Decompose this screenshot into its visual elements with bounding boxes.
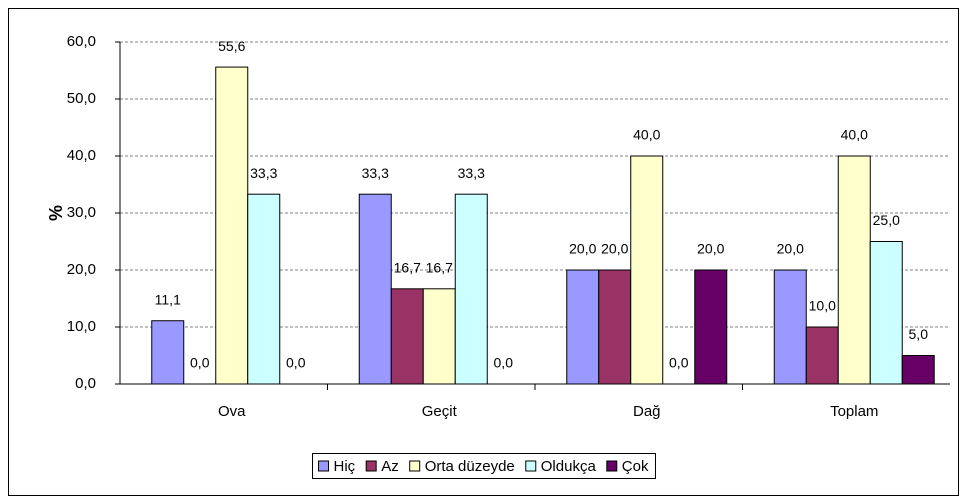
x-tick-label: Toplam <box>830 403 878 420</box>
legend: Hiç Az Orta düzeyde Oldukça Çok <box>312 453 656 479</box>
value-label: 16,7 <box>426 260 453 276</box>
legend-swatch <box>365 460 377 472</box>
y-axis-label: % <box>46 205 66 221</box>
value-label: 0,0 <box>286 355 306 371</box>
value-label: 20,0 <box>777 241 804 257</box>
bar <box>869 241 903 385</box>
y-tick-label: 0,0 <box>75 375 96 392</box>
bar <box>901 355 935 385</box>
legend-label: Az <box>381 458 399 475</box>
legend-swatch <box>318 460 330 472</box>
x-tick-label: Geçit <box>422 403 458 420</box>
y-tick-label: 20,0 <box>67 261 96 278</box>
y-tick-label: 10,0 <box>67 318 96 335</box>
value-label: 55,6 <box>218 38 245 54</box>
y-tick-label: 40,0 <box>67 147 96 164</box>
bar <box>598 269 632 385</box>
bar <box>151 320 185 385</box>
value-label: 33,3 <box>362 165 389 181</box>
value-label: 11,1 <box>155 291 181 307</box>
value-label: 5,0 <box>909 326 929 342</box>
bar <box>694 269 728 385</box>
legend-label: Çok <box>622 458 649 475</box>
x-tick-label: Ova <box>218 403 246 420</box>
bar <box>247 193 281 385</box>
legend-swatch <box>409 460 421 472</box>
bar <box>630 155 664 385</box>
value-label: 16,7 <box>394 260 421 276</box>
value-label: 40,0 <box>633 127 660 143</box>
bar <box>422 288 456 385</box>
bar <box>773 269 807 385</box>
legend-label: Oldukça <box>541 458 597 475</box>
legend-label: Orta düzeyde <box>425 458 515 475</box>
legend-swatch <box>606 460 618 472</box>
bar <box>215 66 249 385</box>
value-label: 33,3 <box>250 165 277 181</box>
legend-swatch <box>525 460 537 472</box>
value-label: 40,0 <box>841 127 868 143</box>
bar <box>454 193 488 385</box>
bar <box>358 193 392 385</box>
y-tick-label: 30,0 <box>67 204 96 221</box>
bar <box>837 155 871 385</box>
x-tick-label: Dağ <box>633 403 661 420</box>
value-label: 20,0 <box>601 241 628 257</box>
value-label: 20,0 <box>697 241 724 257</box>
value-label: 25,0 <box>873 212 900 228</box>
value-label: 20,0 <box>569 241 596 257</box>
value-label: 10,0 <box>809 298 836 314</box>
bar <box>390 288 424 385</box>
bar <box>566 269 600 385</box>
value-label: 0,0 <box>669 355 689 371</box>
legend-label: Hiç <box>334 458 356 475</box>
value-label: 0,0 <box>190 355 210 371</box>
value-label: 0,0 <box>494 355 514 371</box>
y-tick-label: 60,0 <box>67 33 96 50</box>
y-tick-label: 50,0 <box>67 90 96 107</box>
value-label: 33,3 <box>458 165 485 181</box>
bar <box>805 326 839 385</box>
